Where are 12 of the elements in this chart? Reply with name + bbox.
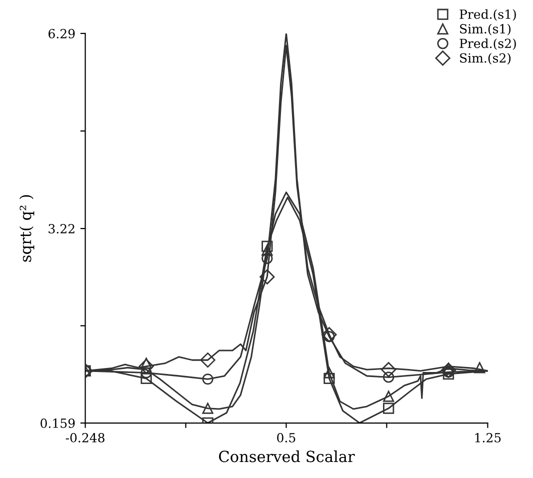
y-tick-label: 0.159 (40, 418, 75, 428)
legend-label: Sim.(s2) (460, 53, 511, 64)
y-tick-label: 3.22 (48, 224, 74, 234)
x-tick-label: 1.25 (475, 432, 501, 442)
x-tick-label: 0.5 (277, 432, 296, 442)
x-axis-title: Conserved Scalar (219, 450, 355, 462)
y-axis-title: sqrt( q² ) (19, 195, 34, 262)
legend-label: Pred.(s2) (460, 38, 516, 50)
x-tick-label: -0.248 (66, 432, 104, 442)
legend-label: Sim.(s1) (460, 24, 511, 36)
y-tick-label: 6.29 (48, 28, 75, 38)
legend-label: Pred.(s1) (460, 9, 516, 21)
